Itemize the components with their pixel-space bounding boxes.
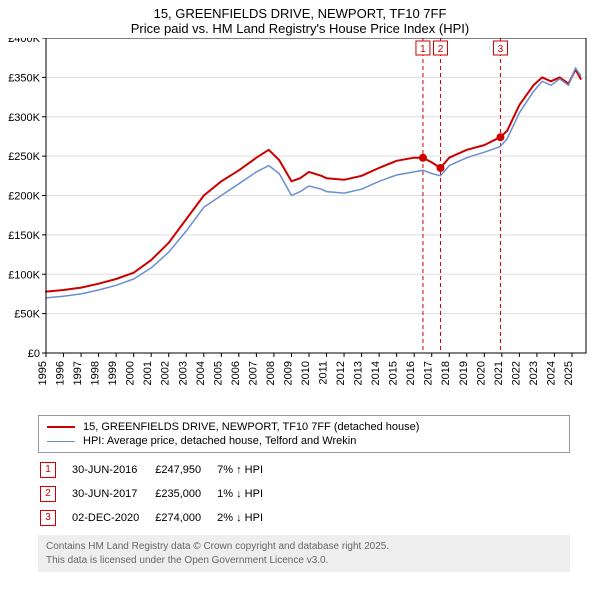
marker-row: 2 30-JUN-2017£235,0001% ↓ HPI bbox=[40, 483, 277, 505]
marker-table: 1 30-JUN-2016£247,9507% ↑ HPI 2 30-JUN-2017… bbox=[38, 457, 279, 531]
legend-item: HPI: Average price, detached house, Telf… bbox=[47, 434, 561, 448]
x-tick-label: 2005 bbox=[212, 361, 224, 385]
x-tick-label: 2007 bbox=[247, 361, 259, 385]
y-tick-label: £100K bbox=[8, 269, 40, 281]
x-tick-label: 2015 bbox=[388, 361, 400, 385]
title-line-1: 15, GREENFIELDS DRIVE, NEWPORT, TF10 7FF bbox=[10, 6, 590, 21]
legend-swatch bbox=[47, 426, 75, 428]
x-tick-label: 2017 bbox=[423, 361, 435, 385]
x-tick-label: 2014 bbox=[370, 361, 382, 385]
y-tick-label: £150K bbox=[8, 230, 40, 242]
marker-flag-label: 3 bbox=[498, 44, 504, 55]
marker-price: £235,000 bbox=[155, 483, 215, 505]
marker-delta: 7% ↑ HPI bbox=[217, 459, 277, 481]
chart-container: £0 £50K £100K £150K £200K £250K £300K £350K £400… bbox=[0, 38, 600, 411]
marker-id-box: 3 bbox=[40, 510, 56, 526]
marker-point bbox=[436, 164, 444, 172]
marker-date: 02-DEC-2020 bbox=[72, 507, 153, 529]
y-tick-label: £400K bbox=[8, 38, 40, 45]
marker-flag-label: 2 bbox=[438, 44, 444, 55]
marker-date: 30-JUN-2017 bbox=[72, 483, 153, 505]
y-tick-label: £300K bbox=[8, 112, 40, 124]
marker-flag-label: 1 bbox=[420, 44, 426, 55]
x-tick-label: 2002 bbox=[160, 361, 172, 385]
x-tick-label: 2008 bbox=[265, 361, 277, 385]
legend-label: HPI: Average price, detached house, Telf… bbox=[83, 435, 356, 447]
marker-delta: 2% ↓ HPI bbox=[217, 507, 277, 529]
marker-row: 1 30-JUN-2016£247,9507% ↑ HPI bbox=[40, 459, 277, 481]
x-tick-label: 2023 bbox=[528, 361, 540, 385]
x-tick-label: 2016 bbox=[405, 361, 417, 385]
x-tick-label: 2010 bbox=[300, 361, 312, 385]
x-tick-label: 2003 bbox=[177, 361, 189, 385]
legend-swatch bbox=[47, 441, 75, 442]
x-tick-label: 1996 bbox=[55, 361, 67, 385]
marker-point bbox=[419, 154, 427, 162]
marker-date: 30-JUN-2016 bbox=[72, 459, 153, 481]
title-line-2: Price paid vs. HM Land Registry's House … bbox=[10, 21, 590, 36]
marker-price: £274,000 bbox=[155, 507, 215, 529]
chart-title-block: 15, GREENFIELDS DRIVE, NEWPORT, TF10 7FF… bbox=[0, 0, 600, 38]
x-tick-label: 2013 bbox=[353, 361, 365, 385]
marker-id-box: 1 bbox=[40, 462, 56, 478]
legend-label: 15, GREENFIELDS DRIVE, NEWPORT, TF10 7FF… bbox=[83, 421, 419, 433]
x-tick-label: 2009 bbox=[282, 361, 294, 385]
legend-item: 15, GREENFIELDS DRIVE, NEWPORT, TF10 7FF… bbox=[47, 420, 561, 434]
x-tick-label: 2006 bbox=[230, 361, 242, 385]
x-tick-label: 1999 bbox=[107, 361, 119, 385]
legend: 15, GREENFIELDS DRIVE, NEWPORT, TF10 7FF… bbox=[38, 415, 570, 453]
marker-price: £247,950 bbox=[155, 459, 215, 481]
x-tick-label: 1998 bbox=[90, 361, 102, 385]
y-tick-label: £200K bbox=[8, 191, 40, 203]
marker-point bbox=[496, 133, 504, 141]
x-tick-label: 2000 bbox=[125, 361, 137, 385]
y-tick-label: £50K bbox=[14, 309, 40, 321]
x-tick-label: 2012 bbox=[335, 361, 347, 385]
marker-row: 3 02-DEC-2020£274,0002% ↓ HPI bbox=[40, 507, 277, 529]
footer-attribution: Contains HM Land Registry data © Crown c… bbox=[38, 535, 570, 572]
x-tick-label: 1995 bbox=[37, 361, 49, 385]
x-tick-label: 1997 bbox=[72, 361, 84, 385]
x-tick-label: 2022 bbox=[510, 361, 522, 385]
price-chart: £0 £50K £100K £150K £200K £250K £300K £350K £400… bbox=[0, 38, 600, 408]
y-tick-label: £250K bbox=[8, 151, 40, 163]
y-tick-label: £350K bbox=[8, 72, 40, 84]
footer-line-2: This data is licensed under the Open Gov… bbox=[46, 554, 562, 568]
x-tick-label: 2024 bbox=[545, 361, 557, 385]
marker-delta: 1% ↓ HPI bbox=[217, 483, 277, 505]
x-tick-label: 2018 bbox=[440, 361, 452, 385]
x-tick-label: 2021 bbox=[493, 361, 505, 385]
x-tick-label: 2004 bbox=[195, 361, 207, 385]
x-tick-label: 2001 bbox=[142, 361, 154, 385]
x-tick-label: 2025 bbox=[563, 361, 575, 385]
marker-id-box: 2 bbox=[40, 486, 56, 502]
y-tick-label: £0 bbox=[28, 348, 40, 360]
x-tick-label: 2020 bbox=[475, 361, 487, 385]
x-tick-label: 2019 bbox=[458, 361, 470, 385]
x-tick-label: 2011 bbox=[318, 361, 330, 385]
footer-line-1: Contains HM Land Registry data © Crown c… bbox=[46, 540, 562, 554]
